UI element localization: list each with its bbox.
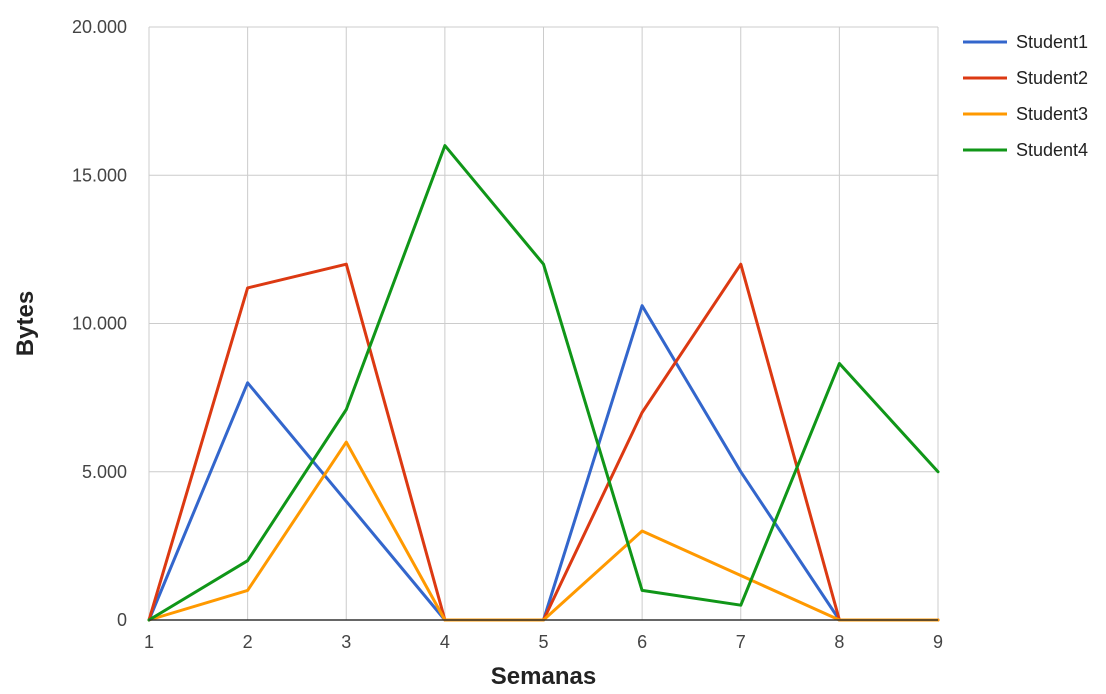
- axes: 0 5.000 10.000 15.000 20.000 1 2 3 4 5 6 7 8 9: [72, 17, 943, 652]
- legend-label: Student4: [1016, 140, 1088, 160]
- legend-item-student2: Student2: [963, 68, 1088, 88]
- x-tick-label: 6: [637, 632, 647, 652]
- x-tick-label: 1: [144, 632, 154, 652]
- x-tick-label: 5: [538, 632, 548, 652]
- legend-item-student1: Student1: [963, 32, 1088, 52]
- y-tick-label: 20.000: [72, 17, 127, 37]
- x-tick-label: 7: [736, 632, 746, 652]
- legend: Student1 Student2 Student3 Student4: [963, 32, 1088, 160]
- y-tick-label: 0: [117, 610, 127, 630]
- y-tick-label: 5.000: [82, 462, 127, 482]
- legend-item-student3: Student3: [963, 104, 1088, 124]
- series-line-student4: [147, 144, 940, 622]
- y-axis-title: Bytes: [12, 291, 39, 356]
- x-tick-label: 8: [834, 632, 844, 652]
- x-axis-title: Semanas: [491, 663, 596, 690]
- x-tick-label: 4: [440, 632, 450, 652]
- legend-label: Student3: [1016, 104, 1088, 124]
- grid: [148, 26, 939, 620]
- x-tick-label: 2: [243, 632, 253, 652]
- legend-label: Student2: [1016, 68, 1088, 88]
- legend-item-student4: Student4: [963, 140, 1088, 160]
- y-tick-label: 10.000: [72, 314, 127, 334]
- legend-label: Student1: [1016, 32, 1088, 52]
- x-tick-label: 3: [341, 632, 351, 652]
- x-tick-label: 9: [933, 632, 943, 652]
- y-tick-label: 15.000: [72, 165, 127, 185]
